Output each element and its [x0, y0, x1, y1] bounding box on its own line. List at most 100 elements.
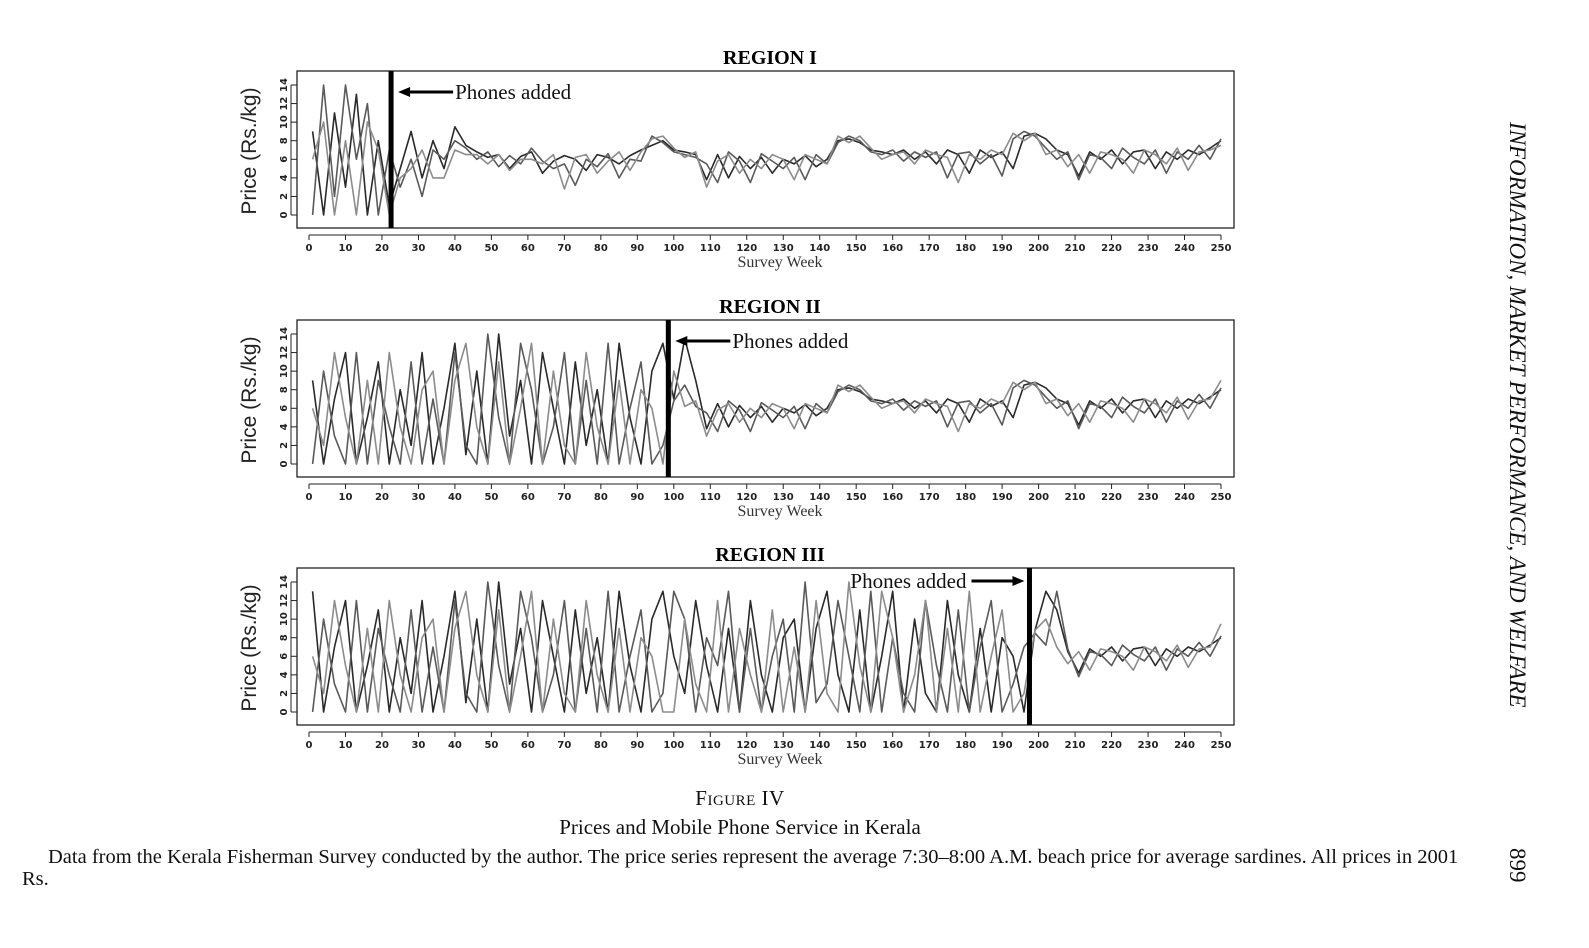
price-series-line	[311, 342, 1222, 465]
x-tick-label: 230	[1138, 492, 1159, 503]
y-tick-label: 12	[279, 594, 290, 608]
x-tick-label: 170	[919, 740, 940, 751]
y-tick-label: 2	[279, 442, 290, 449]
x-tick-label: 140	[809, 740, 830, 751]
y-tick-label: 6	[279, 405, 290, 412]
x-tick-label: 170	[919, 492, 940, 503]
plot-frame	[296, 567, 1235, 726]
x-tick-label: 190	[992, 740, 1013, 751]
x-tick-label: 220	[1101, 243, 1122, 254]
y-tick-label: 8	[279, 634, 290, 641]
price-series-line	[311, 93, 1222, 216]
x-tick-label: 10	[339, 492, 353, 503]
x-tick-label: 0	[306, 492, 313, 503]
x-tick-label: 240	[1174, 740, 1195, 751]
page-number: 899	[1505, 848, 1530, 883]
x-tick-label: 80	[594, 243, 608, 254]
y-axis-label: Price (Rs./kg)	[238, 336, 261, 463]
figure-label: Figure IV	[695, 786, 785, 810]
x-tick-label: 110	[700, 243, 721, 254]
x-tick-label: 150	[846, 492, 867, 503]
plot-frame	[296, 70, 1235, 229]
chart-panel-2: REGION II 0 2 4 6 8 10 12 14 Price (Rs./kg) 0 10 20 3…	[238, 296, 1235, 520]
x-tick-label: 240	[1174, 243, 1195, 254]
price-series-line	[311, 333, 1222, 465]
running-head: INFORMATION, MARKET PERFORMANCE, AND WEL…	[1505, 122, 1530, 708]
y-tick-label: 10	[279, 364, 290, 378]
price-series-line	[311, 581, 1222, 713]
x-tick-label: 80	[594, 740, 608, 751]
y-tick-label: 6	[279, 156, 290, 163]
x-tick-label: 140	[809, 243, 830, 254]
x-tick-label: 60	[521, 492, 535, 503]
figure-note: Data from the Kerala Fisherman Survey co…	[22, 846, 1459, 890]
y-tick-label: 14	[279, 327, 290, 341]
price-series-line	[311, 581, 1222, 713]
x-tick-label: 100	[663, 243, 684, 254]
x-tick-label: 150	[846, 243, 867, 254]
x-tick-label: 130	[773, 243, 794, 254]
x-tick-label: 100	[663, 492, 684, 503]
y-axis-label: Price (Rs./kg)	[238, 584, 261, 711]
y-tick-label: 14	[279, 575, 290, 589]
price-series-line	[311, 581, 1222, 713]
x-tick-label: 30	[411, 740, 425, 751]
x-tick-label: 30	[411, 492, 425, 503]
x-tick-label: 60	[521, 740, 535, 751]
arrow-head-icon	[1012, 576, 1025, 586]
y-tick-label: 6	[279, 653, 290, 660]
x-tick-label: 220	[1101, 740, 1122, 751]
y-tick-label: 10	[279, 612, 290, 626]
x-tick-label: 190	[992, 243, 1013, 254]
arrow-head-icon	[675, 336, 688, 346]
x-tick-label: 180	[955, 740, 976, 751]
figure-title: Prices and Mobile Phone Service in Keral…	[559, 815, 921, 839]
y-axis-label: Price (Rs./kg)	[238, 87, 261, 214]
x-tick-label: 20	[375, 492, 389, 503]
chart-title: REGION I	[723, 47, 817, 69]
x-tick-label: 210	[1065, 243, 1086, 254]
x-tick-label: 170	[919, 243, 940, 254]
x-tick-label: 40	[448, 492, 462, 503]
x-tick-label: 0	[306, 740, 313, 751]
x-tick-label: 0	[306, 243, 313, 254]
y-tick-label: 8	[279, 386, 290, 393]
x-axis-label: Survey Week	[737, 503, 822, 520]
x-tick-label: 250	[1211, 243, 1232, 254]
chart-title: REGION II	[719, 296, 821, 318]
x-tick-label: 160	[882, 243, 903, 254]
x-tick-label: 120	[736, 740, 757, 751]
x-tick-label: 70	[557, 740, 571, 751]
x-tick-label: 10	[339, 740, 353, 751]
x-tick-label: 110	[700, 740, 721, 751]
x-tick-label: 120	[736, 492, 757, 503]
y-tick-label: 2	[279, 193, 290, 200]
x-tick-label: 160	[882, 492, 903, 503]
x-tick-label: 70	[557, 243, 571, 254]
y-tick-label: 0	[279, 708, 290, 715]
y-tick-label: 8	[279, 137, 290, 144]
x-axis-label: Survey Week	[737, 254, 822, 271]
arrow-head-icon	[398, 87, 411, 97]
x-tick-label: 200	[1028, 740, 1049, 751]
x-tick-label: 200	[1028, 243, 1049, 254]
phones-added-annotation: Phones added	[455, 80, 572, 104]
y-tick-label: 14	[279, 78, 290, 92]
x-tick-label: 230	[1138, 740, 1159, 751]
y-tick-label: 4	[279, 423, 290, 430]
x-tick-label: 190	[992, 492, 1013, 503]
x-tick-label: 110	[700, 492, 721, 503]
chart-panel-1: REGION I 0 2 4 6 8 10 12 14 Price (Rs./kg) 0 10 20 30…	[238, 47, 1235, 271]
price-series-line	[311, 121, 1222, 216]
x-tick-label: 150	[846, 740, 867, 751]
y-tick-label: 10	[279, 115, 290, 129]
x-tick-label: 50	[484, 243, 498, 254]
chart-panel-3: REGION III 0 2 4 6 8 10 12 14 Price (Rs./kg) 0 10 20…	[238, 544, 1235, 768]
y-tick-label: 4	[279, 174, 290, 181]
x-tick-label: 70	[557, 492, 571, 503]
price-series-line	[311, 84, 1222, 216]
x-tick-label: 210	[1065, 740, 1086, 751]
x-tick-label: 130	[773, 740, 794, 751]
phones-added-annotation: Phones added	[850, 569, 967, 593]
x-tick-label: 90	[630, 492, 644, 503]
